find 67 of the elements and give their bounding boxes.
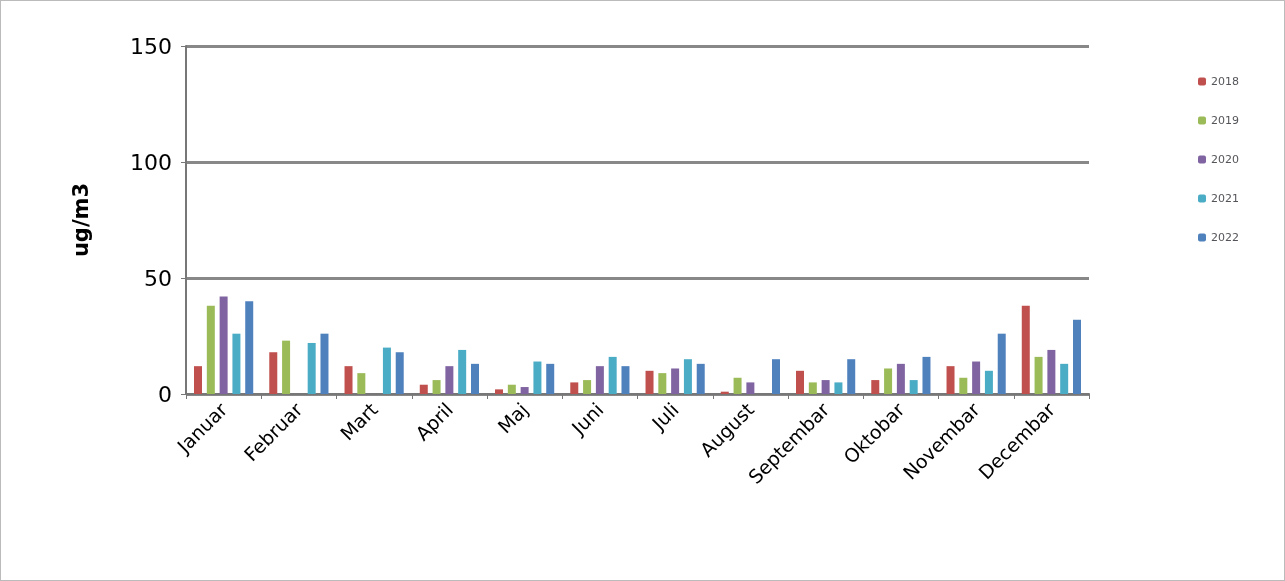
bar xyxy=(658,373,667,394)
bar xyxy=(946,366,955,394)
bar xyxy=(206,305,215,394)
bar xyxy=(445,366,454,394)
bar xyxy=(733,377,742,394)
bar xyxy=(808,382,817,394)
bar xyxy=(683,359,692,394)
bar xyxy=(520,387,529,394)
bar xyxy=(746,382,755,394)
bar xyxy=(959,377,968,394)
x-tick-label: Maj xyxy=(493,398,533,438)
bar xyxy=(608,356,617,394)
y-tick-label: 0 xyxy=(158,381,172,407)
bar xyxy=(1072,319,1081,394)
y-axis-title: ug/m3 xyxy=(68,182,93,258)
bar xyxy=(495,389,504,394)
bar xyxy=(1047,349,1056,394)
bar xyxy=(382,347,391,394)
bar xyxy=(307,342,316,394)
y-tick-label: 100 xyxy=(130,149,172,175)
bar xyxy=(507,384,516,394)
bar xyxy=(232,333,241,394)
legend-label: 2020 xyxy=(1211,153,1240,166)
bar xyxy=(847,359,856,394)
y-tick-label: 150 xyxy=(130,33,172,59)
bar xyxy=(796,370,805,394)
bar xyxy=(997,333,1006,394)
bar xyxy=(771,359,780,394)
bar xyxy=(245,301,254,394)
bar xyxy=(1021,305,1030,394)
bar xyxy=(834,382,843,394)
bar xyxy=(320,333,329,394)
bar xyxy=(645,370,654,394)
bar xyxy=(470,363,479,394)
legend-label: 2022 xyxy=(1211,231,1240,244)
bar xyxy=(570,382,579,394)
bar xyxy=(696,363,705,394)
legend-label: 2019 xyxy=(1211,114,1240,127)
bar xyxy=(909,380,918,394)
bar xyxy=(884,368,893,394)
bar xyxy=(972,361,981,394)
bar xyxy=(194,366,203,394)
bar xyxy=(896,363,905,394)
bar xyxy=(344,366,353,394)
y-tick-label: 50 xyxy=(144,265,172,291)
bar xyxy=(984,370,993,394)
bar xyxy=(282,340,291,394)
bar xyxy=(458,349,467,394)
bar xyxy=(219,296,228,394)
bar xyxy=(546,363,555,394)
bar xyxy=(595,366,604,394)
legend-label: 2021 xyxy=(1211,192,1240,205)
bar xyxy=(357,373,366,394)
bar xyxy=(395,352,404,394)
bar xyxy=(432,380,441,394)
bar xyxy=(1060,363,1069,394)
bar xyxy=(871,380,880,394)
bar xyxy=(419,384,428,394)
bar xyxy=(1034,356,1043,394)
legend-label: 2018 xyxy=(1211,75,1240,88)
bar xyxy=(821,380,830,394)
bar xyxy=(269,352,278,394)
bar xyxy=(621,366,630,394)
bar xyxy=(533,361,542,394)
bar xyxy=(583,380,592,394)
bar xyxy=(671,368,680,394)
bar xyxy=(922,356,931,394)
